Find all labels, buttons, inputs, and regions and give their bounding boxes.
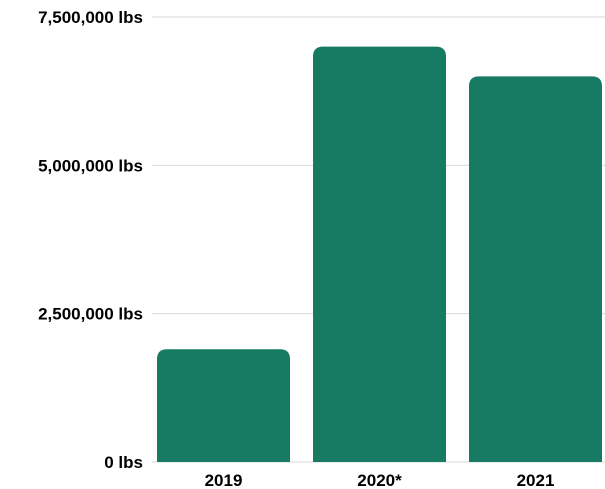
- bar-2021: [469, 76, 602, 462]
- y-tick-label: 0 lbs: [104, 453, 143, 472]
- y-tick-label: 2,500,000 lbs: [38, 305, 143, 324]
- y-tick-label: 7,500,000 lbs: [38, 8, 143, 27]
- x-category-label: 2020*: [357, 471, 402, 489]
- y-tick-label: 5,000,000 lbs: [38, 156, 143, 175]
- bars: [157, 46, 602, 463]
- x-category-label: 2021: [517, 471, 555, 489]
- y-axis-tick-labels: 0 lbs 2,500,000 lbs 5,000,000 lbs 7,500,000…: [38, 8, 143, 472]
- x-axis-category-labels: 2019 2020* 2021: [205, 471, 555, 489]
- bar-2020: [313, 46, 446, 463]
- x-category-label: 2019: [205, 471, 243, 489]
- bar-2019: [157, 349, 290, 462]
